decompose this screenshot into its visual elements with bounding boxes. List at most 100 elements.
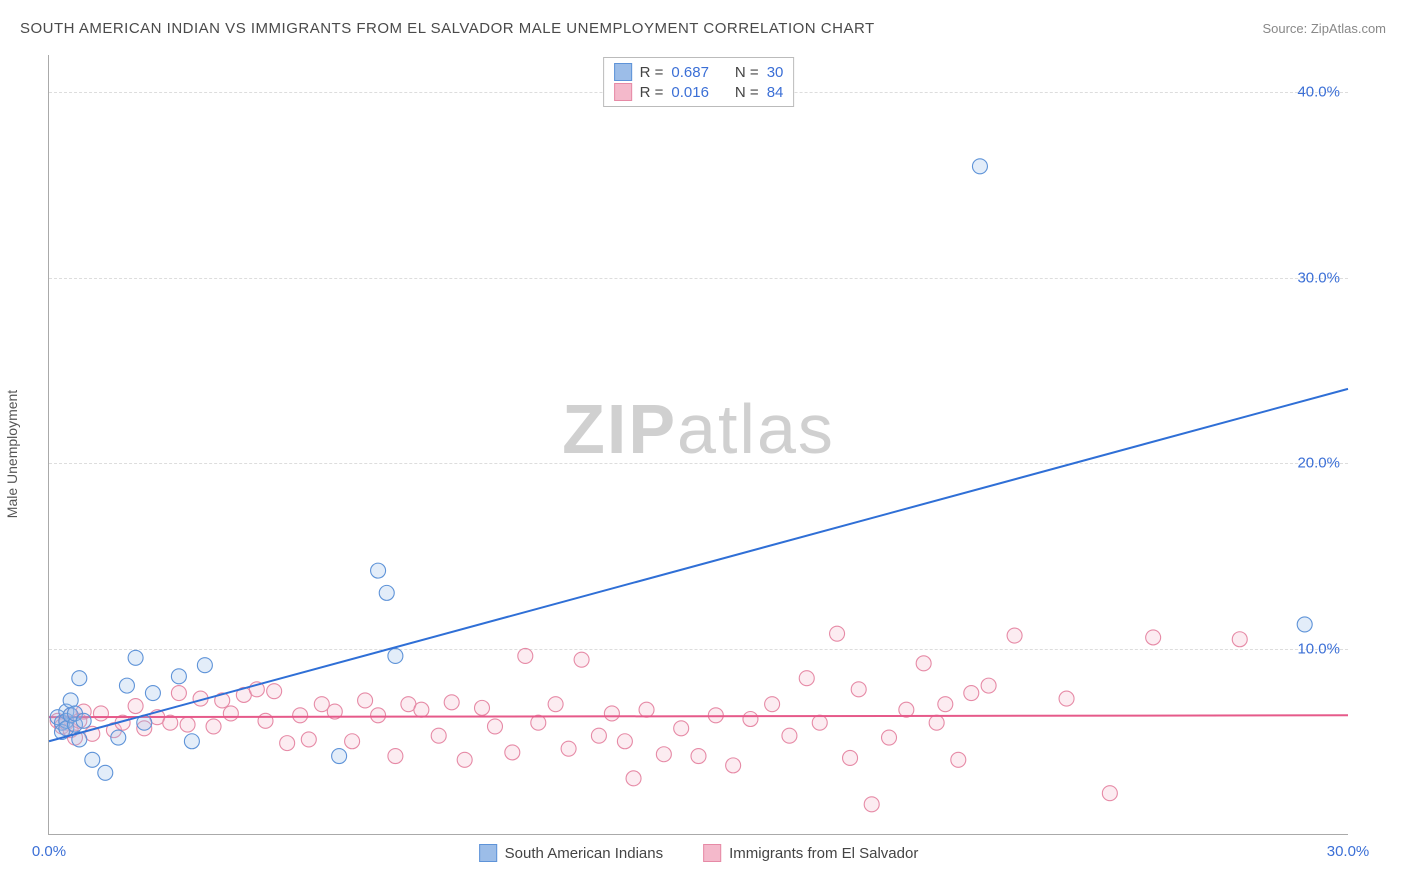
scatter-plot: ZIPatlas R = 0.687 N = 30 R = 0.016 N = …	[48, 55, 1348, 835]
data-point	[604, 706, 619, 721]
data-point	[76, 713, 91, 728]
data-point	[280, 736, 295, 751]
data-point	[799, 671, 814, 686]
data-point	[1232, 632, 1247, 647]
data-point	[206, 719, 221, 734]
data-point	[505, 745, 520, 760]
data-point	[119, 678, 134, 693]
data-point	[371, 563, 386, 578]
data-point	[267, 684, 282, 699]
data-point	[258, 713, 273, 728]
data-point	[674, 721, 689, 736]
data-point	[843, 750, 858, 765]
data-point	[518, 648, 533, 663]
y-tick-label: 40.0%	[1297, 84, 1340, 101]
data-point	[691, 749, 706, 764]
data-point	[85, 752, 100, 767]
x-tick-label: 30.0%	[1327, 843, 1370, 860]
data-point	[626, 771, 641, 786]
data-point	[812, 715, 827, 730]
source-attribution: Source: ZipAtlas.com	[1262, 21, 1386, 36]
legend-label: Immigrants from El Salvador	[729, 845, 918, 862]
n-value: 84	[767, 84, 784, 101]
r-value: 0.016	[671, 84, 709, 101]
n-value: 30	[767, 64, 784, 81]
data-point	[981, 678, 996, 693]
data-point	[223, 706, 238, 721]
y-tick-label: 20.0%	[1297, 455, 1340, 472]
legend-row-series-0: R = 0.687 N = 30	[614, 62, 784, 82]
legend-swatch	[614, 83, 632, 101]
data-point	[72, 671, 87, 686]
data-point	[548, 697, 563, 712]
data-point	[591, 728, 606, 743]
y-axis-label: Male Unemployment	[4, 390, 20, 518]
legend-item: Immigrants from El Salvador	[703, 844, 918, 862]
n-label: N =	[735, 84, 759, 101]
data-point	[1007, 628, 1022, 643]
data-point	[414, 702, 429, 717]
data-point	[929, 715, 944, 730]
r-label: R =	[640, 84, 664, 101]
title-bar: SOUTH AMERICAN INDIAN VS IMMIGRANTS FROM…	[20, 20, 1386, 37]
legend-item: South American Indians	[479, 844, 663, 862]
data-point	[938, 697, 953, 712]
y-tick-label: 10.0%	[1297, 640, 1340, 657]
data-point	[951, 752, 966, 767]
legend-label: South American Indians	[505, 845, 663, 862]
data-point	[98, 765, 113, 780]
data-point	[639, 702, 654, 717]
series-legend: South American Indians Immigrants from E…	[479, 844, 919, 862]
x-tick-label: 0.0%	[32, 843, 66, 860]
data-point	[782, 728, 797, 743]
data-point	[293, 708, 308, 723]
legend-swatch	[703, 844, 721, 862]
data-point	[765, 697, 780, 712]
data-point	[830, 626, 845, 641]
data-point	[882, 730, 897, 745]
regression-line	[49, 715, 1348, 717]
legend-swatch	[614, 63, 632, 81]
legend-row-series-1: R = 0.016 N = 84	[614, 82, 784, 102]
data-point	[851, 682, 866, 697]
data-point	[197, 658, 212, 673]
data-point	[111, 730, 126, 745]
data-point	[358, 693, 373, 708]
data-point	[388, 749, 403, 764]
correlation-legend: R = 0.687 N = 30 R = 0.016 N = 84	[603, 57, 795, 107]
r-value: 0.687	[671, 64, 709, 81]
data-point	[93, 706, 108, 721]
data-point	[444, 695, 459, 710]
data-point	[1297, 617, 1312, 632]
data-point	[301, 732, 316, 747]
n-label: N =	[735, 64, 759, 81]
data-point	[574, 652, 589, 667]
data-point	[1102, 786, 1117, 801]
data-point	[171, 686, 186, 701]
data-point	[145, 686, 160, 701]
data-point	[475, 700, 490, 715]
y-tick-label: 30.0%	[1297, 269, 1340, 286]
data-point	[617, 734, 632, 749]
data-point	[431, 728, 446, 743]
data-point	[1146, 630, 1161, 645]
data-point	[184, 734, 199, 749]
data-point	[964, 686, 979, 701]
data-point	[656, 747, 671, 762]
plot-svg	[49, 55, 1348, 834]
data-point	[1059, 691, 1074, 706]
data-point	[332, 749, 347, 764]
data-point	[180, 717, 195, 732]
data-point	[345, 734, 360, 749]
data-point	[487, 719, 502, 734]
chart-title: SOUTH AMERICAN INDIAN VS IMMIGRANTS FROM…	[20, 20, 875, 37]
regression-line	[49, 389, 1348, 741]
data-point	[743, 712, 758, 727]
data-point	[561, 741, 576, 756]
data-point	[128, 650, 143, 665]
data-point	[388, 648, 403, 663]
r-label: R =	[640, 64, 664, 81]
data-point	[457, 752, 472, 767]
legend-swatch	[479, 844, 497, 862]
data-point	[531, 715, 546, 730]
